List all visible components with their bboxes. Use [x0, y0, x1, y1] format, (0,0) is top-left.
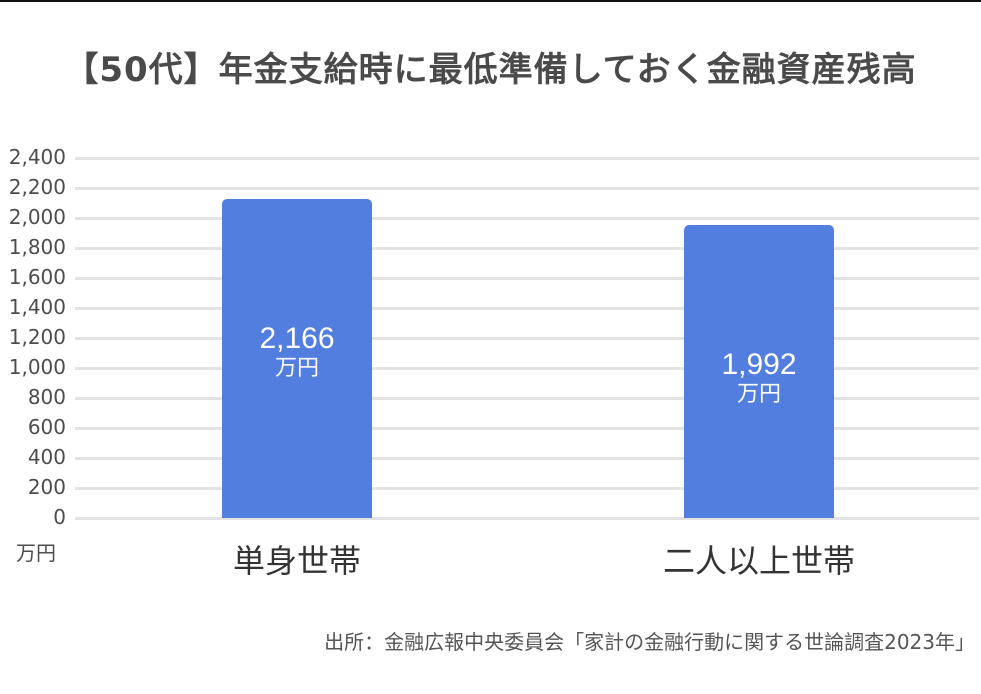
- gridline: [75, 367, 979, 370]
- y-tick-label: 800: [27, 385, 66, 409]
- gridline: [75, 277, 979, 280]
- gridline: [75, 337, 979, 340]
- chart-title: 【50代】年金支給時に最低準備しておく金融資産残高: [64, 50, 917, 90]
- y-tick-label: 1,000: [8, 355, 66, 379]
- bar-data-label: 1,992 万円: [684, 348, 834, 408]
- gridline: [75, 307, 979, 310]
- y-tick-label: 2,200: [8, 175, 66, 199]
- gridline: [75, 457, 979, 460]
- y-tick-label: 1,400: [8, 295, 66, 319]
- y-tick-label: 400: [27, 445, 66, 469]
- y-tick-label: 600: [27, 415, 66, 439]
- bar-single-household: 2,166 万円: [222, 198, 372, 518]
- y-axis-unit: 万円: [16, 541, 56, 565]
- bar-value-unit: 万円: [736, 381, 781, 407]
- gridline: [75, 247, 979, 250]
- gridline: [75, 427, 979, 430]
- y-tick-label: 1,600: [8, 265, 66, 289]
- gridline: [75, 487, 979, 490]
- gridline: [75, 157, 979, 160]
- bar-value: 2,166: [259, 321, 335, 355]
- gridline: [75, 517, 979, 520]
- plot-area: 0 200 400 600 800 1,000 1,200 1,400 1,600 1,800 2,…: [8, 145, 979, 580]
- x-category-label: 二人以上世帯: [662, 542, 855, 580]
- y-tick-label: 1,200: [8, 325, 66, 349]
- gridline: [75, 397, 979, 400]
- y-tick-label: 200: [27, 475, 66, 499]
- gridline: [75, 187, 979, 190]
- y-tick-label: 1,800: [8, 235, 66, 259]
- top-rule: [0, 0, 981, 2]
- y-tick-label: 2,000: [8, 205, 66, 229]
- x-category-label: 単身世帯: [232, 542, 361, 580]
- y-tick-label: 2,400: [8, 145, 66, 169]
- y-tick-label: 0: [53, 505, 66, 529]
- bar-multi-person-household: 1,992 万円: [684, 224, 834, 518]
- source-note: 出所：金融広報中央委員会「家計の金融行動に関する世論調査2023年」: [324, 630, 975, 654]
- gridline: [75, 217, 979, 220]
- bar-value-unit: 万円: [274, 355, 319, 381]
- bar-data-label: 2,166 万円: [222, 322, 372, 382]
- bar-value: 1,992: [721, 347, 797, 381]
